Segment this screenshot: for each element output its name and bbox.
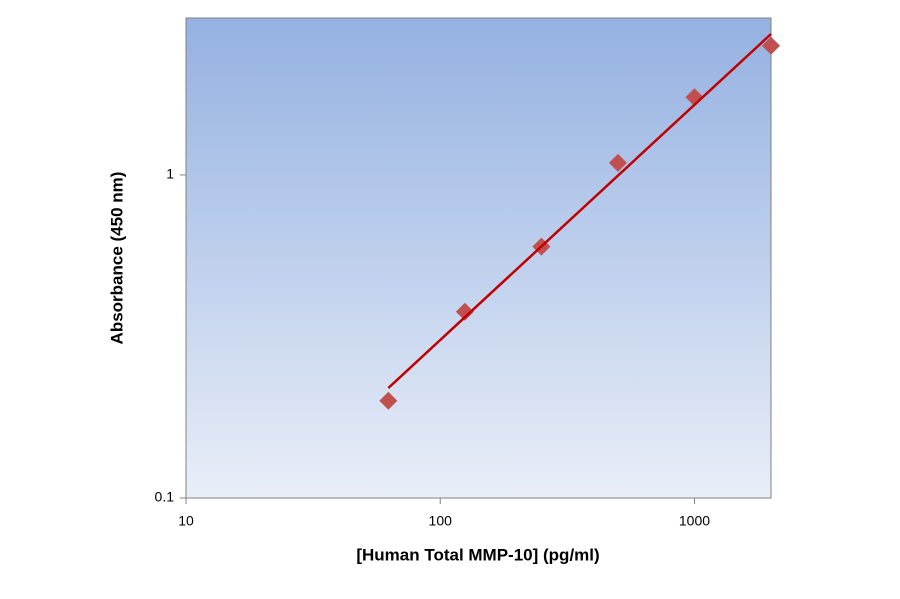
data-point — [608, 153, 627, 172]
y-tick-label: 0.1 — [155, 489, 175, 505]
y-tick-label: 1 — [166, 166, 174, 182]
data-point — [762, 36, 780, 55]
x-axis-title: [Human Total MMP-10] (pg/ml) — [356, 545, 599, 564]
x-tick-label: 1000 — [679, 513, 710, 529]
x-tick-label: 10 — [178, 513, 194, 529]
data-point — [455, 302, 474, 321]
plot-area — [185, 17, 772, 499]
data-point — [379, 391, 398, 410]
x-tick-label: 100 — [429, 513, 453, 529]
fit-line — [387, 33, 772, 389]
y-axis-title: Absorbance (450 nm) — [107, 172, 126, 345]
